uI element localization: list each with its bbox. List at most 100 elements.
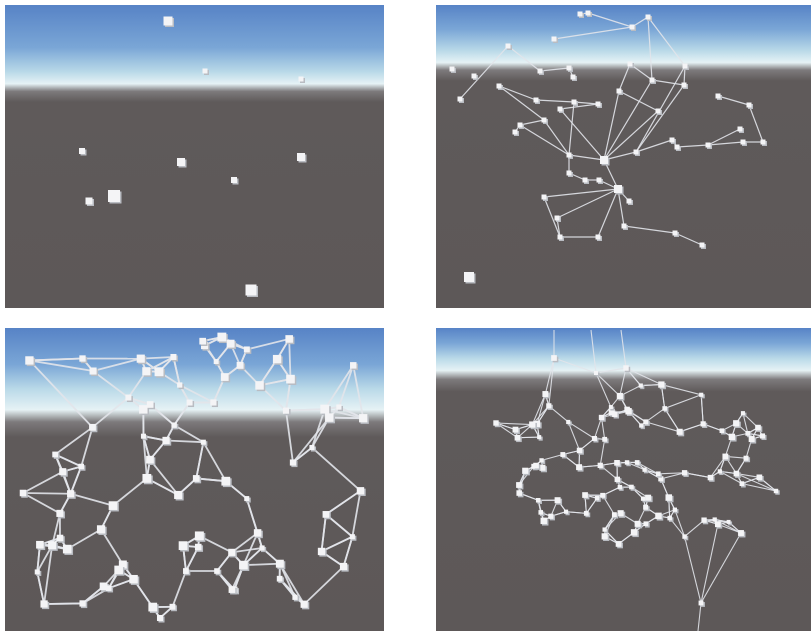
- node-cube: [309, 444, 317, 452]
- edge-line: [674, 232, 703, 246]
- node-cube: [645, 14, 652, 21]
- edge-line: [595, 372, 612, 408]
- edge-line: [29, 357, 83, 362]
- node-cube: [505, 43, 512, 50]
- node-cube: [289, 459, 298, 468]
- node-cube: [170, 353, 178, 362]
- node-cube: [529, 421, 537, 430]
- edge-line: [684, 519, 705, 537]
- edge-line: [459, 45, 509, 100]
- node-cube: [537, 435, 543, 441]
- node-cube: [162, 436, 172, 446]
- edge-line: [70, 492, 114, 507]
- edge-line: [590, 329, 597, 374]
- node-cube: [169, 603, 177, 612]
- node-cube: [213, 359, 221, 366]
- edge-line: [599, 439, 606, 466]
- edge-line: [661, 384, 702, 396]
- node-cube: [658, 476, 665, 483]
- edge-line: [142, 436, 148, 479]
- edge-line: [243, 562, 280, 567]
- node-cube: [539, 458, 546, 465]
- node-cube: [231, 177, 239, 185]
- node-group: [449, 10, 767, 284]
- edge-line: [603, 79, 653, 161]
- node-cube: [114, 565, 125, 576]
- node-cube: [585, 10, 592, 17]
- edge-line: [279, 563, 305, 605]
- edge-line: [285, 410, 294, 463]
- edge-line: [92, 370, 129, 399]
- node-cube: [78, 463, 86, 471]
- node-cube: [625, 408, 634, 416]
- edge-line: [553, 26, 633, 40]
- node-cube: [722, 453, 730, 461]
- node-cube: [630, 529, 639, 538]
- edge-line: [568, 101, 575, 156]
- node-cube: [642, 467, 649, 474]
- node-cube: [674, 144, 681, 151]
- node-cube: [542, 391, 550, 399]
- node-cube: [177, 158, 187, 168]
- node-cube: [317, 547, 327, 557]
- panel-partially-connected: [436, 5, 811, 308]
- node-cube: [719, 428, 726, 435]
- node-cube: [759, 433, 767, 441]
- edge-line: [625, 367, 662, 386]
- edge-line: [519, 124, 570, 156]
- edge-line: [66, 528, 102, 550]
- node-cube: [681, 470, 689, 477]
- scene-background: [5, 5, 384, 308]
- node-cube: [533, 462, 541, 470]
- node-cube: [163, 16, 174, 27]
- node-cube: [221, 476, 232, 488]
- node-cube: [108, 501, 119, 512]
- node-cube: [626, 198, 633, 205]
- node-cube: [745, 431, 752, 438]
- node-cube: [733, 470, 741, 478]
- node-cube: [186, 399, 195, 408]
- node-cube: [62, 544, 74, 555]
- edge-line: [618, 63, 631, 92]
- edge-line: [544, 357, 555, 395]
- node-cube: [298, 76, 305, 83]
- edge-line: [531, 393, 546, 425]
- node-cube: [602, 527, 609, 534]
- node-cube: [255, 381, 266, 392]
- edge-line: [29, 359, 94, 372]
- edge-line: [676, 144, 709, 148]
- node-cube: [517, 122, 524, 129]
- node-cube: [597, 462, 605, 470]
- node-cube: [645, 494, 653, 503]
- edge-line: [44, 602, 83, 605]
- edge-line: [246, 338, 290, 351]
- node-cube: [698, 600, 705, 607]
- edge-line: [556, 188, 619, 219]
- node-cube: [746, 102, 753, 109]
- edge-line: [127, 370, 148, 399]
- node-cube: [624, 460, 631, 467]
- node-cube: [125, 394, 133, 403]
- node-cube: [108, 190, 122, 204]
- node-cube: [89, 367, 99, 377]
- edge-line: [603, 90, 620, 161]
- edge-line: [498, 85, 537, 101]
- node-cube: [600, 492, 607, 500]
- node-cube: [611, 512, 619, 519]
- edge-line: [338, 365, 355, 408]
- node-cube: [566, 419, 572, 426]
- edge-line: [645, 408, 665, 423]
- panel-dense-network-close: [5, 328, 384, 631]
- node-cube: [194, 543, 204, 552]
- node-cube: [228, 548, 237, 558]
- node-cube: [106, 585, 114, 593]
- edge-line: [342, 536, 354, 567]
- node-cube: [286, 374, 297, 385]
- edge-line: [311, 446, 362, 492]
- node-cube: [557, 234, 564, 241]
- node-cube: [600, 156, 610, 166]
- node-cube: [533, 97, 540, 104]
- edge-line: [303, 565, 345, 605]
- node-cube: [534, 420, 542, 429]
- edge-line: [242, 532, 259, 566]
